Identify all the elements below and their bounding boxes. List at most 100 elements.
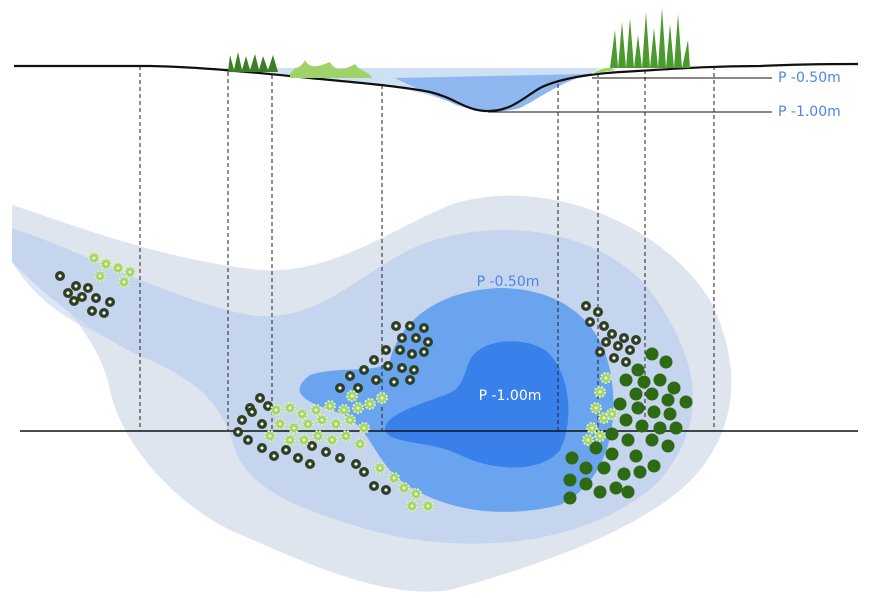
section-depth-label: P -1.00m xyxy=(778,104,841,120)
plant-large xyxy=(589,441,603,455)
plant-dark-center xyxy=(384,348,388,352)
plant-dark-center xyxy=(372,358,376,362)
plant-large xyxy=(629,449,643,463)
plant-light-center xyxy=(392,476,396,480)
plant-light-center xyxy=(344,434,348,438)
plant-large xyxy=(565,451,579,465)
plant-large xyxy=(663,407,677,421)
plant-dark-center xyxy=(392,380,396,384)
plant-light-center xyxy=(362,426,366,430)
plant-light-center xyxy=(104,262,108,266)
plant-light-center xyxy=(380,396,384,400)
plan-channel xyxy=(12,228,243,420)
plant-dark-center xyxy=(74,284,78,288)
plant-light-center xyxy=(368,402,372,406)
water-deep xyxy=(395,74,590,112)
plant-light-center xyxy=(410,504,414,508)
plant-light-center xyxy=(300,412,304,416)
plant-dark-center xyxy=(408,324,412,328)
plant-light-center xyxy=(268,434,272,438)
plant-dark-center xyxy=(338,456,342,460)
plant-large xyxy=(661,439,675,453)
plant-light-center xyxy=(98,274,102,278)
plant-large xyxy=(621,485,635,499)
plant-large xyxy=(619,413,633,427)
plant-dark-center xyxy=(588,320,592,324)
plant-dark-center xyxy=(58,274,62,278)
plan-depth-label: P -0.50m xyxy=(477,274,540,290)
plant-large xyxy=(645,387,659,401)
plant-light-center xyxy=(278,422,282,426)
plant-large xyxy=(617,467,631,481)
plant-light-center xyxy=(292,426,296,430)
plant-dark-center xyxy=(86,286,90,290)
plant-large xyxy=(645,433,659,447)
plant-large xyxy=(661,393,675,407)
plant-dark-center xyxy=(310,444,314,448)
plant-large xyxy=(669,421,683,435)
plant-dark-center xyxy=(284,448,288,452)
plant-dark-center xyxy=(400,336,404,340)
plant-large xyxy=(637,375,651,389)
plant-light-center xyxy=(594,406,598,410)
plant-light-center xyxy=(402,486,406,490)
reeds xyxy=(228,8,690,78)
plant-large xyxy=(653,373,667,387)
plant-dark-center xyxy=(348,374,352,378)
plant-dark-center xyxy=(296,456,300,460)
section-depth-label: P -0.50m xyxy=(778,70,841,86)
plant-light-center xyxy=(598,434,602,438)
plant-light-center xyxy=(288,406,292,410)
plant-dark-center xyxy=(72,299,76,303)
plant-light-center xyxy=(314,408,318,412)
plant-light-center xyxy=(92,256,96,260)
plant-dark-center xyxy=(584,304,588,308)
plant-dark-center xyxy=(102,311,106,315)
plant-large xyxy=(667,381,681,395)
plant-large xyxy=(647,405,661,419)
plant-dark-center xyxy=(426,340,430,344)
plant-dark-center xyxy=(386,364,390,368)
plant-dark-center xyxy=(258,396,262,400)
plant-light-center xyxy=(316,434,320,438)
plant-dark-center xyxy=(596,310,600,314)
plant-dark-center xyxy=(372,484,376,488)
plant-light-center xyxy=(274,408,278,412)
plant-large xyxy=(645,347,659,361)
plant-dark-center xyxy=(80,295,84,299)
plant-light-center xyxy=(610,412,614,416)
plant-light-center xyxy=(602,416,606,420)
plant-light-center xyxy=(426,504,430,508)
plant-dark-center xyxy=(90,309,94,313)
plant-light-center xyxy=(122,280,126,284)
plant-large xyxy=(605,427,619,441)
plant-dark-center xyxy=(414,336,418,340)
plant-light-center xyxy=(586,438,590,442)
plant-dark-center xyxy=(616,344,620,348)
plant-dark-center xyxy=(236,430,240,434)
plant-dark-center xyxy=(422,350,426,354)
plant-light-center xyxy=(342,408,346,412)
plant-large xyxy=(633,465,647,479)
plant-light-center xyxy=(320,418,324,422)
plant-dark-center xyxy=(408,378,412,382)
plant-large xyxy=(563,491,577,505)
plant-dark-center xyxy=(628,348,632,352)
plant-dark-center xyxy=(602,324,606,328)
plant-large xyxy=(653,421,667,435)
plant-large xyxy=(619,373,633,387)
plant-light-center xyxy=(356,406,360,410)
plant-light-center xyxy=(302,438,306,442)
plant-dark-center xyxy=(610,332,614,336)
plant-light-center xyxy=(590,426,594,430)
plan-zone-deep xyxy=(385,341,569,468)
plant-dark-center xyxy=(308,462,312,466)
plant-dark-center xyxy=(410,352,414,356)
plant-light-center xyxy=(348,418,352,422)
plant-large xyxy=(635,419,649,433)
plant-large xyxy=(579,477,593,491)
plant-large xyxy=(679,395,693,409)
plant-light-center xyxy=(328,404,332,408)
plant-light-center xyxy=(604,376,608,380)
plant-light-center xyxy=(378,466,382,470)
